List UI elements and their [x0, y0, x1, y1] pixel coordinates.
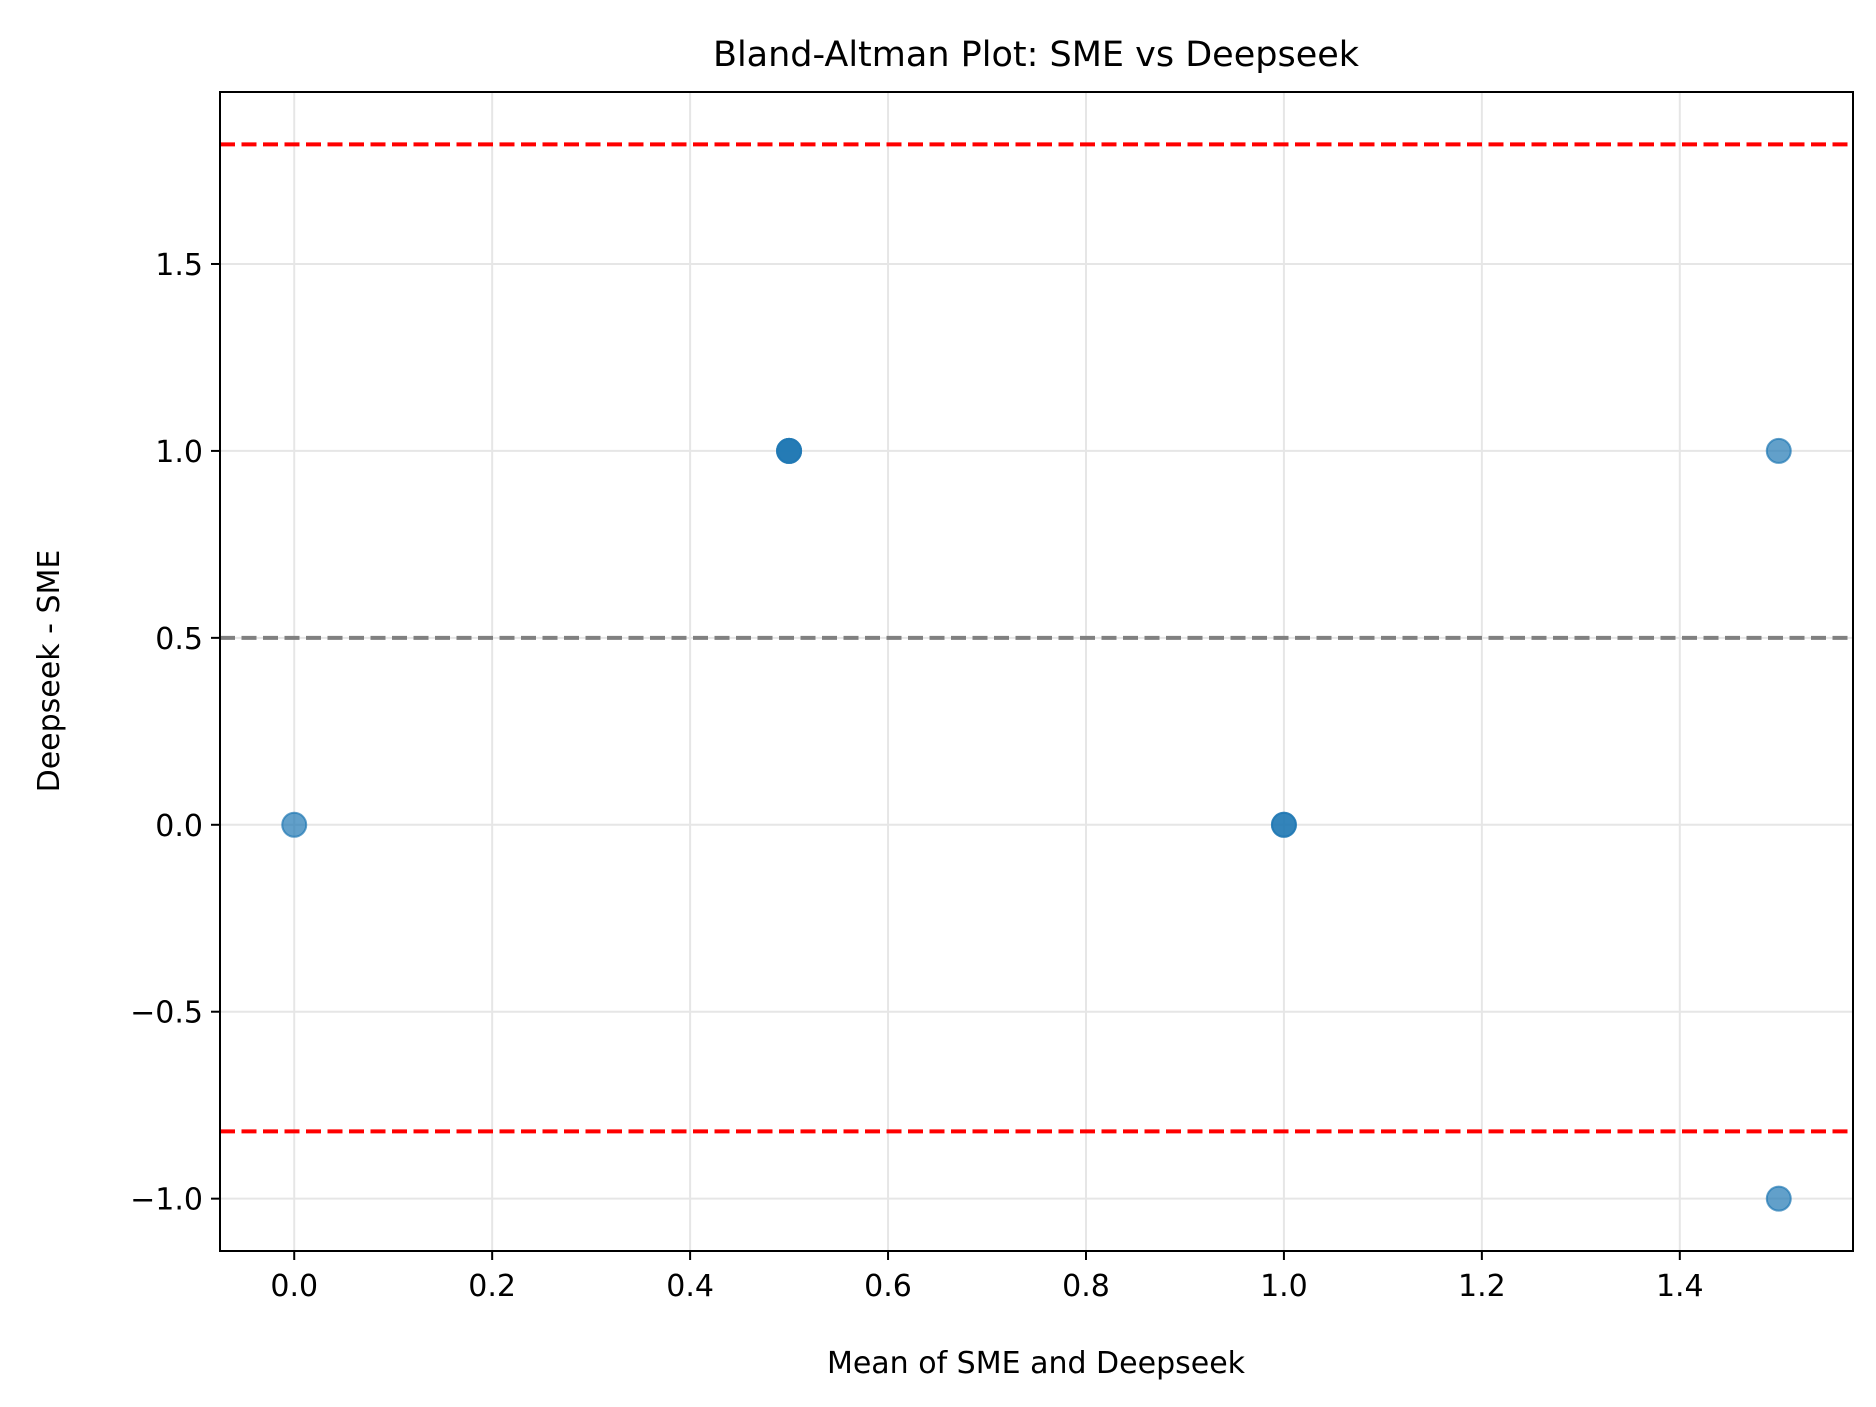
y-tick-label: 0.5	[155, 622, 203, 657]
y-tick-label: 1.5	[155, 248, 203, 283]
plot-frame	[219, 91, 1854, 1252]
reference-lines	[220, 142, 1853, 1134]
data-point	[1765, 437, 1792, 464]
data-point	[1765, 1185, 1792, 1212]
x-tick-label: 0.8	[1062, 1269, 1110, 1304]
data-points	[281, 437, 1792, 1212]
y-axis-ticks: −1.0 −0.5 0.0 0.5 1.0 1.5	[130, 248, 220, 1218]
data-point-marker	[1765, 1185, 1792, 1212]
x-tick-label: 1.4	[1656, 1269, 1704, 1304]
x-tick-label: 1.0	[1260, 1269, 1308, 1304]
x-tick-label: 0.2	[468, 1269, 516, 1304]
data-point-marker	[1270, 811, 1297, 838]
data-point	[281, 811, 308, 838]
data-point-marker	[1765, 437, 1792, 464]
y-axis-label: Deepseek - SME	[32, 550, 67, 793]
data-point	[1270, 811, 1297, 838]
data-point-marker	[281, 811, 308, 838]
data-point	[776, 437, 803, 464]
x-axis-ticks: 0.0 0.2 0.4 0.6 0.8 1.0 1.2 1.4	[270, 1251, 1704, 1304]
x-axis-label: Mean of SME and Deepseek	[827, 1346, 1246, 1381]
x-tick-label: 1.2	[1458, 1269, 1506, 1304]
y-tick-label: 0.0	[155, 809, 203, 844]
data-point-marker	[776, 437, 803, 464]
x-tick-label: 0.6	[864, 1269, 912, 1304]
y-tick-label: −0.5	[130, 996, 203, 1031]
y-tick-label: 1.0	[155, 435, 203, 470]
y-tick-label: −1.0	[130, 1183, 203, 1218]
x-tick-label: 0.4	[666, 1269, 714, 1304]
chart-title: Bland-Altman Plot: SME vs Deepseek	[713, 35, 1360, 75]
x-tick-label: 0.0	[270, 1269, 318, 1304]
